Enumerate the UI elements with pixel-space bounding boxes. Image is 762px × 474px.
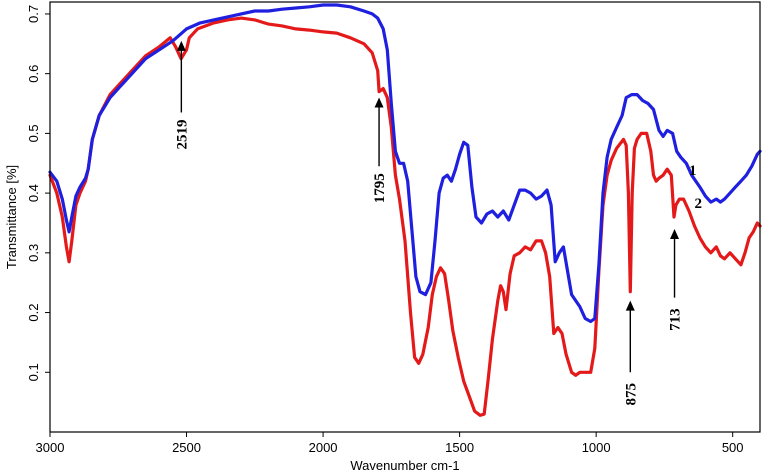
annotation-label-1795: 1795 [372, 173, 388, 203]
annotation-arrow-head [625, 300, 635, 311]
y-axis-ticks: 0.1 0.2 0.3 0.4 0.5 0.6 0.7 [26, 5, 50, 381]
y-tick-label: 0.3 [26, 244, 41, 262]
series-line-1 [48, 3, 762, 324]
series-labels-group: 12 [689, 163, 702, 212]
series-group [48, 3, 762, 417]
series-line-2 [48, 16, 762, 417]
series-number-label: 2 [694, 196, 702, 212]
plot-frame [49, 1, 761, 433]
y-tick-label: 0.5 [26, 124, 41, 142]
annotation-label-2519: 2519 [174, 119, 190, 149]
y-axis-label: Transmittance [%] [4, 165, 19, 269]
annotation-arrow-head [176, 40, 186, 51]
series-number-label: 1 [689, 163, 697, 179]
x-axis-ticks: 3000 2500 2000 1500 1000 500 [36, 432, 744, 455]
x-tick-label: 500 [722, 440, 744, 455]
annotations-group: 2519 1795 875 713 [174, 40, 684, 406]
y-tick-label: 0.4 [26, 184, 41, 202]
y-tick-label: 0.1 [26, 363, 41, 381]
x-tick-label: 1500 [445, 440, 474, 455]
annotation-arrow-head [374, 97, 384, 108]
annotation-label-713: 713 [668, 308, 684, 331]
x-axis-label: Wavenumber cm-1 [350, 458, 459, 473]
y-tick-label: 0.6 [26, 65, 41, 83]
y-tick-label: 0.7 [26, 5, 41, 23]
x-tick-label: 3000 [36, 440, 65, 455]
annotation-arrow-head [670, 228, 680, 239]
x-tick-label: 2000 [309, 440, 338, 455]
y-tick-label: 0.2 [26, 304, 41, 322]
x-tick-label: 2500 [172, 440, 201, 455]
annotation-label-875: 875 [623, 383, 639, 406]
x-tick-label: 1000 [582, 440, 611, 455]
